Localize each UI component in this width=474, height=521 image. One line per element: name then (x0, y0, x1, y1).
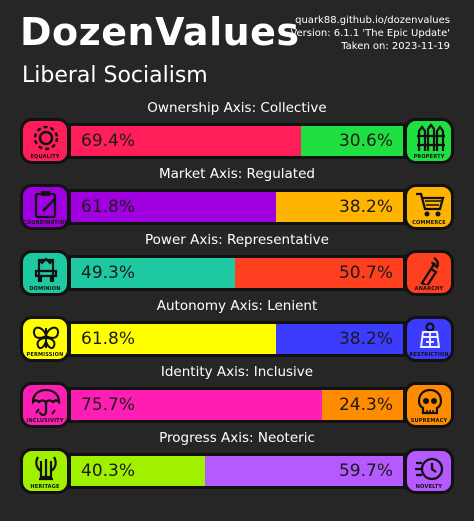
score-track: 40.3% 59.7% (68, 453, 406, 489)
score-track: 61.8% 38.2% (68, 321, 406, 357)
axis-bar: HERITAGE NOVELTY 40.3% 59.7% (20, 448, 454, 494)
straitjacket-icon: RESTRICTION (404, 316, 454, 362)
result-ideology: Liberal Socialism (22, 63, 208, 88)
butterfly-icon: PERMISSION (20, 316, 70, 362)
gear-icon: EQUALITY (20, 118, 70, 164)
axis-label: Identity Axis: Inclusive (160, 364, 314, 380)
axis-label: Progress Axis: Neoteric (159, 430, 315, 446)
axis-label: Power Axis: Representative (145, 232, 329, 248)
axis-bar: INCLUSIVITY SUPREMACY 75.7% 24.3% (20, 382, 454, 428)
left-score-segment: 69.4% (71, 126, 302, 156)
left-score-segment: 49.3% (71, 258, 235, 288)
axis-label: Ownership Axis: Collective (147, 100, 327, 116)
throne-icon: DOMINION (20, 250, 70, 296)
score-percent: 59.7% (338, 461, 393, 481)
right-score-segment: 50.7% (234, 258, 403, 288)
axis-label: Autonomy Axis: Lenient (156, 298, 318, 314)
score-percent: 24.3% (338, 395, 393, 415)
axis-row: Power Axis: Representative DOMINION ANARCH… (20, 232, 454, 298)
axis-label: Market Axis: Regulated (159, 166, 315, 182)
axis-row: Autonomy Axis: Lenient PERMISSION RESTRICT… (20, 298, 454, 364)
axis-bar: DOMINION ANARCHY 49.3% 50.7% (20, 250, 454, 296)
umbrella-icon: INCLUSIVITY (20, 382, 70, 428)
axis-row: Ownership Axis: Collective EQUALITY PROPER… (20, 100, 454, 166)
molotov-icon: ANARCHY (404, 250, 454, 296)
right-score-segment: 30.6% (301, 126, 403, 156)
right-score-segment: 38.2% (276, 324, 403, 354)
axis-bar: PERMISSION RESTRICTION 61.8% 38.2% (20, 316, 454, 362)
icon-caption: COORDINATION (23, 220, 69, 226)
score-percent: 30.6% (338, 131, 393, 151)
left-score-segment: 61.8% (71, 324, 277, 354)
score-percent: 61.8% (81, 329, 136, 349)
axis-row: Identity Axis: Inclusive INCLUSIVITY SUPRE… (20, 364, 454, 430)
score-percent: 38.2% (338, 329, 393, 349)
icon-caption: EQUALITY (30, 154, 60, 160)
clock-icon: NOVELTY (404, 448, 454, 494)
score-percent: 69.4% (81, 131, 136, 151)
meta-version: Version: 6.1.1 'The Epic Update' (290, 28, 450, 39)
left-score-segment: 61.8% (71, 192, 277, 222)
lyre-icon: HERITAGE (20, 448, 70, 494)
score-percent: 38.2% (338, 197, 393, 217)
icon-caption: DOMINION (29, 286, 61, 292)
score-track: 75.7% 24.3% (68, 387, 406, 423)
meta-info: quark88.github.io/dozenvalues Version: 6… (290, 14, 450, 53)
icon-caption: NOVELTY (415, 484, 443, 490)
icon-caption: SUPREMACY (410, 418, 448, 424)
icon-caption: RESTRICTION (409, 352, 449, 358)
fence-icon: PROPERTY (404, 118, 454, 164)
score-percent: 49.3% (81, 263, 136, 283)
icon-caption: COMMERCE (412, 220, 446, 226)
icon-caption: HERITAGE (30, 484, 60, 490)
axis-row: Market Axis: Regulated COORDINATION COMMER… (20, 166, 454, 232)
score-percent: 61.8% (81, 197, 136, 217)
icon-caption: PROPERTY (413, 154, 445, 160)
meta-date: Taken on: 2023-11-19 (341, 41, 450, 52)
cart-icon: COMMERCE (404, 184, 454, 230)
icon-caption: ANARCHY (414, 286, 444, 292)
icon-caption: PERMISSION (26, 352, 64, 358)
score-percent: 75.7% (81, 395, 136, 415)
right-score-segment: 59.7% (204, 456, 403, 486)
icon-caption: INCLUSIVITY (26, 418, 64, 424)
left-score-segment: 40.3% (71, 456, 205, 486)
score-track: 61.8% 38.2% (68, 189, 406, 225)
score-percent: 40.3% (81, 461, 136, 481)
axis-row: Progress Axis: Neoteric HERITAGE NOVELTY 40… (20, 430, 454, 496)
right-score-segment: 24.3% (322, 390, 403, 420)
right-score-segment: 38.2% (276, 192, 403, 222)
score-track: 49.3% 50.7% (68, 255, 406, 291)
axis-bar: EQUALITY PROPERTY 69.4% 30.6% (20, 118, 454, 164)
page-title: DozenValues (20, 10, 300, 54)
clipboard-icon: COORDINATION (20, 184, 70, 230)
left-score-segment: 75.7% (71, 390, 323, 420)
score-percent: 50.7% (338, 263, 393, 283)
meta-url[interactable]: quark88.github.io/dozenvalues (295, 15, 450, 26)
score-track: 69.4% 30.6% (68, 123, 406, 159)
skull-icon: SUPREMACY (404, 382, 454, 428)
axis-bar: COORDINATION COMMERCE 61.8% 38.2% (20, 184, 454, 230)
